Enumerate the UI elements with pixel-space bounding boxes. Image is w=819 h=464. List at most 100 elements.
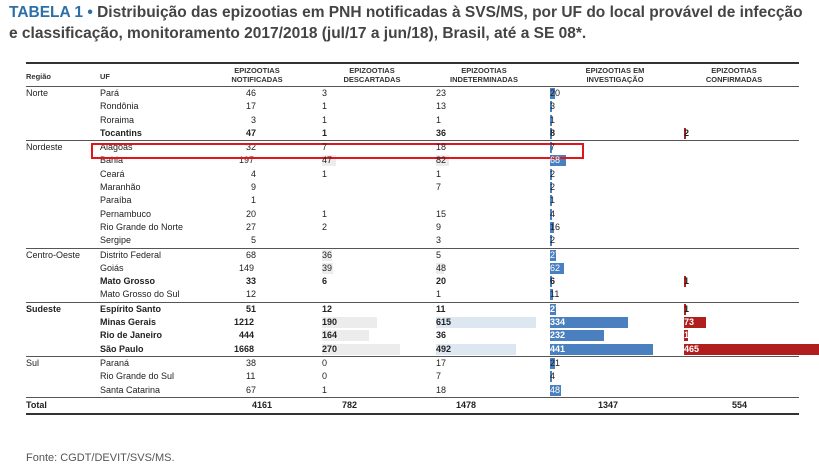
table-row: Rio Grande do Sul 11 0 7 4: [26, 370, 799, 383]
indeterminadas-cell: 9: [436, 221, 442, 232]
indeterminadas-cell: 492: [436, 343, 452, 354]
indeterminadas-cell: 11: [436, 303, 446, 314]
investigacao-bar: [550, 127, 552, 139]
indeterminadas-cell: 82: [436, 155, 447, 166]
region-group: Norte Pará 46 3 23 20 Rondônia 17 1 13 3 Roraima 3 1 1…: [26, 87, 799, 142]
descartadas-cell: 1: [322, 101, 328, 112]
investigacao-bar: [550, 384, 561, 396]
uf-cell: Espírito Santo: [100, 303, 162, 314]
investigacao-cell: 8: [550, 127, 556, 138]
source-footer: Fonte: CGDT/DEVIT/SVS/MS.: [26, 452, 175, 464]
investigacao-bar: [550, 195, 552, 207]
investigacao-bar: [550, 330, 604, 342]
notificadas-cell: 12: [246, 289, 257, 300]
investigacao-cell: 11: [550, 289, 560, 300]
table-row: Ceará 4 1 1 2: [26, 168, 799, 181]
table-row: Minas Gerais 1212 190 615 334 73: [26, 316, 799, 329]
notificadas-cell: 20: [246, 208, 257, 219]
uf-cell: Roraima: [100, 114, 135, 125]
uf-cell: Ceará: [100, 168, 125, 179]
uf-cell: São Paulo: [100, 343, 144, 354]
notificadas-cell: 38: [246, 357, 257, 368]
total-label: Total: [26, 399, 47, 410]
table-row: Sul Paraná 38 0 17 21: [26, 357, 799, 370]
indeterminadas-cell: 7: [436, 182, 442, 193]
notificadas-cell: 51: [246, 303, 257, 314]
uf-cell: Paraná: [100, 357, 130, 368]
table-row: Rondônia 17 1 13 3: [26, 100, 799, 113]
descartadas-bar: [322, 343, 400, 355]
notificadas-cell: 444: [239, 330, 255, 341]
uf-cell: Alagoas: [100, 142, 133, 153]
investigacao-cell: 2: [550, 182, 556, 193]
table-row: Rio Grande do Norte 27 2 9 16: [26, 221, 799, 234]
investigacao-bar: [550, 249, 556, 261]
table-row: São Paulo 1668 270 492 441 465: [26, 343, 819, 356]
notificadas-cell: 1: [251, 195, 257, 206]
table-body: Norte Pará 46 3 23 20 Rondônia 17 1 13 3 Roraima 3 1 1…: [26, 87, 819, 398]
region-group: Sul Paraná 38 0 17 21 Rio Grande do Sul 11 0 7 4 Sa…: [26, 357, 799, 398]
descartadas-cell: 7: [322, 142, 328, 153]
table-row: Norte Pará 46 3 23 20: [26, 87, 799, 100]
confirmadas-bar: [684, 276, 686, 288]
investigacao-cell: 334: [550, 317, 566, 328]
notificadas-cell: 3: [251, 114, 257, 125]
uf-cell: Mato Grosso do Sul: [100, 289, 180, 300]
investigacao-cell: 27: [550, 249, 561, 260]
notificadas-cell: 1212: [234, 317, 255, 328]
total-investigacao: 1347: [598, 399, 619, 410]
investigacao-bar: [550, 182, 552, 194]
table-row: Sudeste Espírito Santo 51 12 11 27 1: [26, 303, 799, 316]
notificadas-cell: 47: [246, 127, 257, 138]
descartadas-cell: 164: [322, 330, 338, 341]
region-group: Nordeste Alagoas 32 7 18 7 Bahia 197 47 82 68 Ceará…: [26, 141, 799, 249]
notificadas-cell: 68: [246, 249, 257, 260]
header-confirmadas: EPIZOOTIAS CONFIRMADAS: [705, 66, 763, 84]
investigacao-bar: [550, 262, 564, 274]
indeterminadas-bar: [436, 155, 449, 167]
table-row: Goiás 149 39 48 62: [26, 262, 799, 275]
uf-cell: Sergipe: [100, 235, 132, 246]
investigacao-cell: 27: [550, 303, 561, 314]
descartadas-cell: 0: [322, 371, 328, 382]
confirmadas-cell: 73: [684, 317, 695, 328]
highlight-box: [91, 143, 584, 159]
notificadas-cell: 5: [251, 235, 257, 246]
region-cell: Sul: [26, 357, 40, 368]
uf-cell: Paraíba: [100, 195, 132, 206]
uf-cell: Pernambuco: [100, 208, 152, 219]
investigacao-bar: [550, 371, 552, 383]
uf-cell: Goiás: [100, 262, 124, 273]
uf-cell: Pará: [100, 88, 120, 98]
investigacao-cell: 16: [550, 221, 561, 232]
total-notificadas: 4161: [252, 399, 273, 410]
table-row: Rio de Janeiro 444 164 36 232 12: [26, 329, 799, 342]
uf-cell: Distrito Federal: [100, 249, 162, 260]
descartadas-cell: 2: [322, 221, 328, 232]
table-header: Região UF EPIZOOTIAS NOTIFICADAS EPIZOOT…: [26, 64, 799, 87]
descartadas-cell: 1: [322, 384, 328, 395]
indeterminadas-cell: 1: [436, 114, 442, 125]
table-row: Nordeste Alagoas 32 7 18 7: [26, 141, 799, 154]
header-notificadas: EPIZOOTIAS NOTIFICADAS: [231, 66, 283, 84]
indeterminadas-cell: 36: [436, 330, 447, 341]
table-row: Paraíba 1 1: [26, 194, 799, 207]
investigacao-cell: 1: [550, 195, 556, 206]
uf-cell: Tocantins: [100, 127, 142, 138]
confirmadas-cell: 1: [684, 276, 690, 287]
table-caption: Distribuição das epizootias em PNH notif…: [9, 4, 803, 42]
region-cell: Sudeste: [26, 303, 62, 314]
descartadas-cell: 0: [322, 357, 328, 368]
descartadas-bar: [322, 330, 369, 342]
notificadas-cell: 67: [246, 384, 257, 395]
uf-cell: Rondônia: [100, 101, 139, 112]
table-row: Santa Catarina 67 1 18 48: [26, 384, 799, 397]
indeterminadas-bar: [436, 343, 516, 355]
descartadas-cell: 1: [322, 114, 328, 125]
notificadas-cell: 33: [246, 276, 257, 287]
investigacao-cell: 48: [550, 384, 561, 395]
total-indeterminadas: 1478: [456, 399, 477, 410]
notificadas-cell: 32: [246, 142, 257, 153]
uf-cell: Maranhão: [100, 182, 141, 193]
descartadas-cell: 3: [322, 88, 328, 98]
